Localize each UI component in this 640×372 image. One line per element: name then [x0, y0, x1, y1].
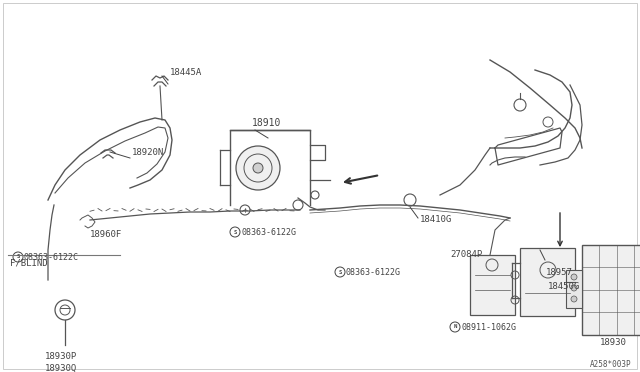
Text: 18930Q: 18930Q [45, 364, 77, 372]
Text: 18445A: 18445A [170, 68, 202, 77]
Text: N: N [453, 324, 456, 330]
Text: 08363-6122G: 08363-6122G [241, 228, 296, 237]
Circle shape [253, 163, 263, 173]
Text: 18910: 18910 [252, 118, 282, 128]
Text: 08363-6122C: 08363-6122C [24, 253, 79, 262]
Text: S: S [234, 230, 237, 234]
Text: 18920N: 18920N [132, 148, 164, 157]
Circle shape [236, 146, 280, 190]
Bar [470, 255, 515, 315]
Circle shape [571, 274, 577, 280]
Text: S: S [339, 269, 342, 275]
Text: 18960F: 18960F [90, 230, 122, 239]
Text: A258*003P: A258*003P [590, 360, 632, 369]
Text: 27084P: 27084P [450, 250, 483, 259]
Text: F/BLIND: F/BLIND [10, 258, 47, 267]
Text: 08363-6122G: 08363-6122G [346, 268, 401, 277]
Text: S: S [17, 254, 20, 260]
Text: 18410G: 18410G [420, 215, 452, 224]
Text: 18930P: 18930P [45, 352, 77, 361]
Bar [566, 270, 582, 308]
Text: 18450G: 18450G [548, 282, 580, 291]
Bar [582, 245, 640, 335]
Text: 08911-1062G: 08911-1062G [461, 323, 516, 332]
Circle shape [571, 285, 577, 291]
Circle shape [571, 296, 577, 302]
Text: 18930: 18930 [600, 338, 627, 347]
Text: 18957: 18957 [546, 268, 573, 277]
Bar [520, 248, 575, 316]
